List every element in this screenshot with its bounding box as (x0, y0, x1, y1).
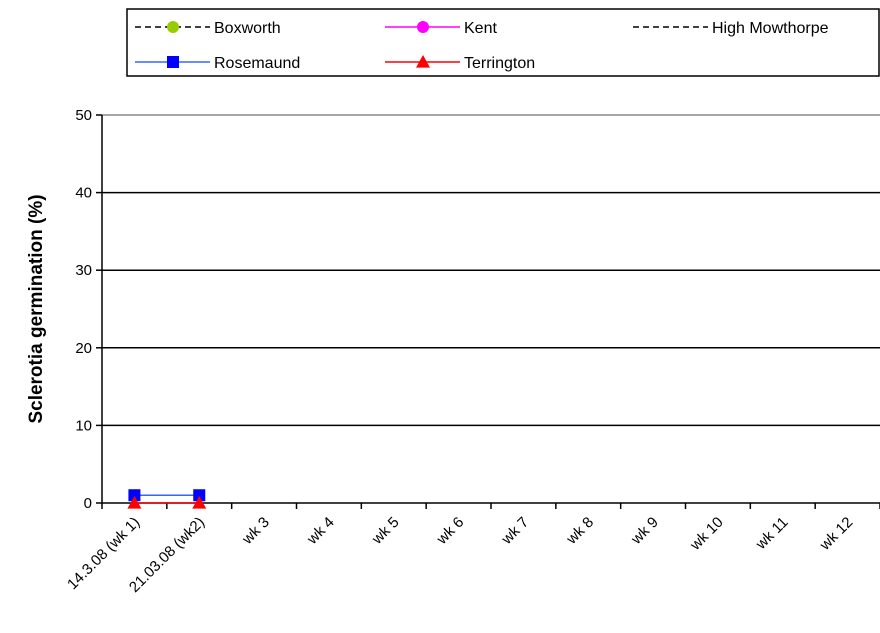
x-tick-label: wk 7 (498, 514, 533, 549)
data-point (193, 489, 206, 502)
y-tick-label: 0 (84, 495, 92, 512)
y-axis-title: Sclerotia germination (%) (26, 194, 47, 423)
data-point (128, 489, 141, 502)
y-tick-label: 20 (75, 340, 92, 357)
y-tick-label: 30 (75, 262, 92, 279)
legend-marker (416, 55, 430, 68)
legend-label: Terrington (464, 55, 535, 72)
x-tick-label: wk 9 (627, 514, 662, 549)
x-tick-label: wk 5 (368, 514, 403, 549)
series-rosemaund (128, 489, 206, 502)
legend-entry-kent: Kent (385, 20, 497, 37)
legend-label: Boxworth (214, 20, 281, 37)
legend-label: High Mowthorpe (712, 20, 829, 37)
legend-box (126, 8, 880, 77)
series-terrington (127, 496, 207, 509)
x-tick-label: wk 11 (752, 514, 792, 554)
legend-entry-high-mowthorpe: High Mowthorpe (633, 20, 829, 37)
x-tick-label: wk 4 (303, 514, 338, 549)
x-tick-label: wk 10 (686, 514, 726, 554)
legend-label: Rosemaund (214, 55, 300, 72)
y-tick-label: 40 (75, 185, 92, 202)
y-tick-label: 50 (75, 107, 92, 124)
legend-entry-boxworth: Boxworth (135, 20, 281, 37)
x-tick-label: wk 12 (816, 514, 856, 554)
legend-entry-terrington: Terrington (385, 55, 535, 72)
data-point (192, 496, 207, 509)
x-tick-label: wk 3 (238, 514, 273, 549)
legend-entry-rosemaund: Rosemaund (135, 55, 300, 72)
legend: Boxworth Kent High Mowthorpe Rosemaund Terri… (126, 8, 880, 77)
legend-label: Kent (464, 20, 497, 37)
legend-marker (167, 56, 179, 68)
x-tick-label: wk 6 (433, 514, 468, 549)
data-point (127, 496, 142, 509)
legend-marker (417, 21, 429, 33)
y-tick-label: 10 (75, 417, 92, 434)
x-tick-label: wk 8 (563, 514, 598, 549)
legend-marker (167, 21, 179, 33)
